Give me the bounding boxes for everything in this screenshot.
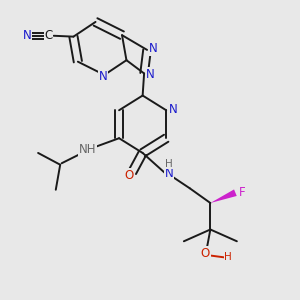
Text: O: O xyxy=(125,169,134,182)
Text: C: C xyxy=(44,29,52,42)
Text: N: N xyxy=(22,29,31,42)
Text: N: N xyxy=(98,70,107,83)
Text: H: H xyxy=(224,253,232,262)
Text: H: H xyxy=(165,158,173,169)
Text: N: N xyxy=(149,42,158,55)
Text: N: N xyxy=(169,103,178,116)
Text: NH: NH xyxy=(79,143,96,157)
Text: F: F xyxy=(239,186,246,199)
Text: N: N xyxy=(165,167,173,180)
Text: O: O xyxy=(201,247,210,260)
Text: N: N xyxy=(146,68,155,81)
Polygon shape xyxy=(210,189,237,203)
